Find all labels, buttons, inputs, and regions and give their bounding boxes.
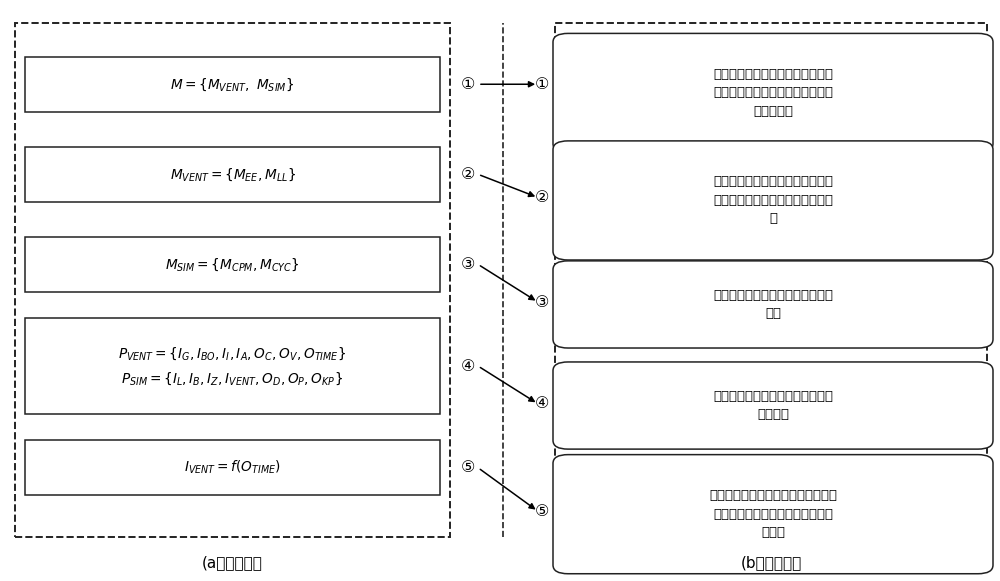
FancyBboxPatch shape [25, 147, 440, 202]
Text: $I_{VENT} = f(O_{TIME})$: $I_{VENT} = f(O_{TIME})$ [184, 459, 281, 476]
FancyBboxPatch shape [553, 362, 993, 449]
Text: ③: ③ [461, 257, 475, 272]
Text: ①: ① [461, 77, 475, 92]
Text: 建立地下洞室群施工进度仾真模型
集合: 建立地下洞室群施工进度仾真模型 集合 [713, 289, 833, 320]
Text: ①: ① [535, 77, 549, 92]
Text: 提出地下洞室群施工通风两相流混
合数値模拟方法并建立数学模型集
合: 提出地下洞室群施工通风两相流混 合数値模拟方法并建立数学模型集 合 [713, 175, 833, 225]
Text: ②: ② [461, 167, 475, 182]
Text: ⑤: ⑤ [461, 460, 475, 475]
Text: ③: ③ [535, 295, 549, 310]
Text: $M_{SIM} = \{M_{CPM},M_{CYC}\}$: $M_{SIM} = \{M_{CPM},M_{CYC}\}$ [165, 256, 300, 272]
Text: ④: ④ [461, 358, 475, 374]
Text: ⑤: ⑤ [535, 504, 549, 519]
FancyBboxPatch shape [25, 237, 440, 292]
Text: $P_{VENT} = \{I_G,I_{BO},I_I,I_A,O_C,O_V,O_{TIME}\}$
$P_{SIM} = \{I_L,I_B,I_Z,I_: $P_{VENT} = \{I_G,I_{BO},I_I,I_A,O_C,O_V… [118, 345, 347, 387]
FancyBboxPatch shape [25, 440, 440, 495]
Text: 定义函数ｆ，建立模拟输出通风时间
参数与仾真输入通风参数之间的逻
辑关系: 定义函数ｆ，建立模拟输出通风时间 参数与仾真输入通风参数之间的逻 辑关系 [709, 489, 837, 539]
Text: (a）数学模型: (a）数学模型 [202, 555, 263, 570]
FancyBboxPatch shape [553, 33, 993, 153]
Text: $M_{VENT} = \{M_{EE},M_{LL}\}$: $M_{VENT} = \{M_{EE},M_{LL}\}$ [170, 166, 295, 182]
Text: ②: ② [535, 190, 549, 205]
FancyBboxPatch shape [553, 261, 993, 348]
Text: (b）模型描述: (b）模型描述 [740, 555, 802, 570]
Text: 提出基于通风数値模拟的地下洞室
群施工进度仾真优化方法并建立数
学模型集合: 提出基于通风数値模拟的地下洞室 群施工进度仾真优化方法并建立数 学模型集合 [713, 68, 833, 118]
FancyBboxPatch shape [553, 454, 993, 574]
FancyBboxPatch shape [25, 57, 440, 112]
FancyBboxPatch shape [25, 318, 440, 414]
FancyBboxPatch shape [553, 141, 993, 260]
Text: ④: ④ [535, 396, 549, 411]
Text: 定义了模型集合Ｍ中各个子模型的
参数集合: 定义了模型集合Ｍ中各个子模型的 参数集合 [713, 390, 833, 421]
Text: $M = \{M_{VENT},\ M_{SIM}\}$: $M = \{M_{VENT},\ M_{SIM}\}$ [170, 76, 295, 92]
